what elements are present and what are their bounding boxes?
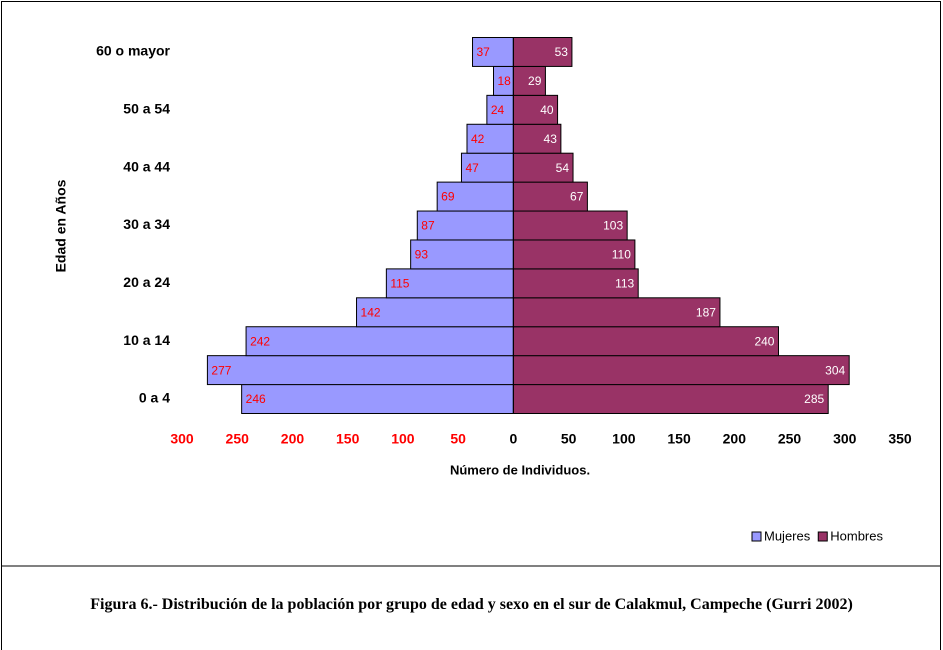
data-label: 87 (421, 219, 435, 233)
legend-label: Mujeres (764, 528, 811, 543)
x-tick-label: 100 (612, 431, 636, 447)
y-tick-label: 40 a 44 (123, 158, 170, 174)
y-tick-label: 0 a 4 (139, 390, 170, 406)
bar (245, 326, 514, 357)
bar (512, 210, 628, 241)
bar (356, 297, 514, 328)
x-axis-title: Número de Individuos. (450, 462, 590, 477)
legend-label: Hombres (830, 528, 883, 543)
x-tick-label: 200 (723, 431, 747, 447)
x-tick-label: 100 (391, 431, 415, 447)
data-label: 240 (754, 334, 774, 348)
data-label: 187 (696, 305, 716, 319)
bar (512, 94, 559, 125)
x-tick-label: 50 (561, 431, 577, 447)
bar (466, 123, 514, 154)
data-label: 110 (612, 248, 631, 262)
y-tick-label: 10 a 14 (123, 332, 170, 348)
data-label: 67 (570, 190, 584, 204)
x-tick-label: 0 (509, 431, 517, 447)
data-label: 29 (528, 74, 542, 88)
data-label: 53 (555, 45, 569, 59)
data-label: 103 (603, 219, 623, 233)
data-label: 43 (544, 132, 558, 146)
data-label: 24 (491, 103, 505, 117)
data-label: 277 (211, 363, 231, 377)
y-tick-label: 50 a 54 (123, 101, 170, 117)
data-label: 93 (415, 248, 429, 262)
data-label: 54 (556, 161, 570, 175)
x-tick-label: 300 (833, 431, 857, 447)
bar (512, 384, 829, 415)
bar (512, 152, 574, 183)
bar (486, 94, 514, 125)
bar (241, 384, 514, 415)
data-label: 69 (441, 190, 455, 204)
x-tick-label: 50 (450, 431, 466, 447)
bar (416, 210, 514, 241)
x-tick-label: 150 (336, 431, 360, 447)
bar (206, 355, 514, 386)
caption: Figura 6.- Distribución de la población … (90, 596, 853, 613)
data-label: 42 (471, 132, 485, 146)
bar (472, 37, 514, 67)
y-tick-label: 30 a 34 (123, 216, 170, 232)
data-label: 246 (246, 392, 266, 406)
bar (512, 355, 850, 386)
legend-swatch (817, 531, 828, 542)
x-tick-label: 300 (170, 431, 194, 447)
data-label: 113 (615, 277, 634, 291)
x-tick-label: 200 (281, 431, 305, 447)
data-label: 47 (465, 161, 479, 175)
y-tick-label: 20 a 24 (123, 274, 170, 290)
data-label: 37 (477, 45, 491, 59)
legend-swatch (751, 531, 762, 542)
bar (512, 37, 573, 67)
x-tick-label: 350 (888, 431, 912, 447)
data-label: 285 (804, 392, 824, 406)
bar (512, 297, 721, 328)
y-tick-label: 60 o mayor (96, 43, 170, 59)
data-label: 304 (825, 363, 845, 377)
x-tick-label: 250 (778, 431, 802, 447)
bar (410, 239, 514, 270)
data-label: 115 (390, 277, 409, 291)
data-label: 242 (250, 334, 270, 348)
data-label: 40 (540, 103, 554, 117)
bar (512, 65, 546, 96)
x-tick-label: 250 (226, 431, 250, 447)
x-tick-label: 150 (667, 431, 691, 447)
y-axis-title: Edad en Años (53, 179, 69, 272)
bar (512, 268, 639, 299)
data-label: 142 (361, 305, 381, 319)
bar (512, 326, 779, 357)
data-label: 18 (498, 74, 512, 88)
bar (460, 152, 514, 183)
